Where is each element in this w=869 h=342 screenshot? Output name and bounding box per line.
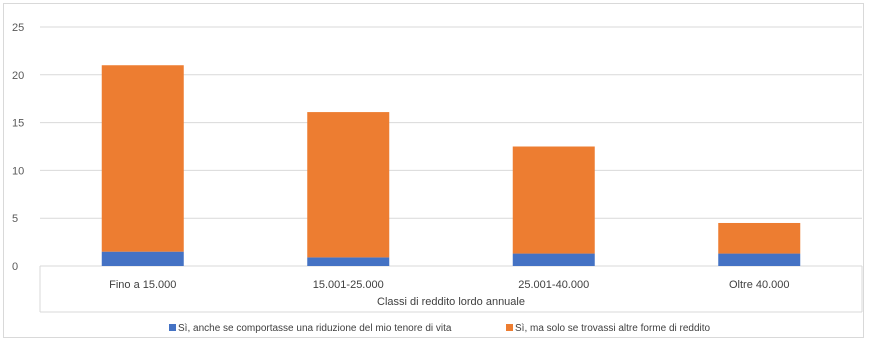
bar-segment [307,112,390,258]
legend-swatch [506,324,513,331]
y-tick-label: 5 [12,213,18,225]
y-tick-label: 25 [12,22,24,34]
legend-swatch [169,324,176,331]
chart-frame [3,3,864,338]
bar-segment [512,253,595,266]
bar-segment [101,251,184,266]
bar-segment [512,146,595,254]
x-axis-title: Classi di reddito lordo annuale [377,296,525,308]
y-axis-ticks: 0 5 10 15 20 25 [12,22,24,273]
bar-segment [101,65,184,252]
bar-segment [718,253,801,266]
bar-segment [307,257,390,266]
y-tick-label: 15 [12,118,24,130]
y-tick-label: 0 [12,261,18,273]
legend-label: Sì, ma solo se trovassi altre forme di r… [515,323,711,334]
bar-segment [718,222,801,254]
y-tick-label: 10 [12,165,24,177]
category-label: 15.001-25.000 [313,279,384,291]
category-label: Oltre 40.000 [729,279,790,291]
y-tick-label: 20 [12,70,24,82]
legend-label: Sì, anche se comportasse una riduzione d… [178,323,452,334]
category-label: 25.001-40.000 [518,279,589,291]
category-labels: Fino a 15.000 15.001-25.000 25.001-40.000 O… [109,279,789,291]
category-label: Fino a 15.000 [109,279,176,291]
bars [101,65,801,266]
legend: Sì, anche se comportasse una riduzione d… [169,323,711,334]
